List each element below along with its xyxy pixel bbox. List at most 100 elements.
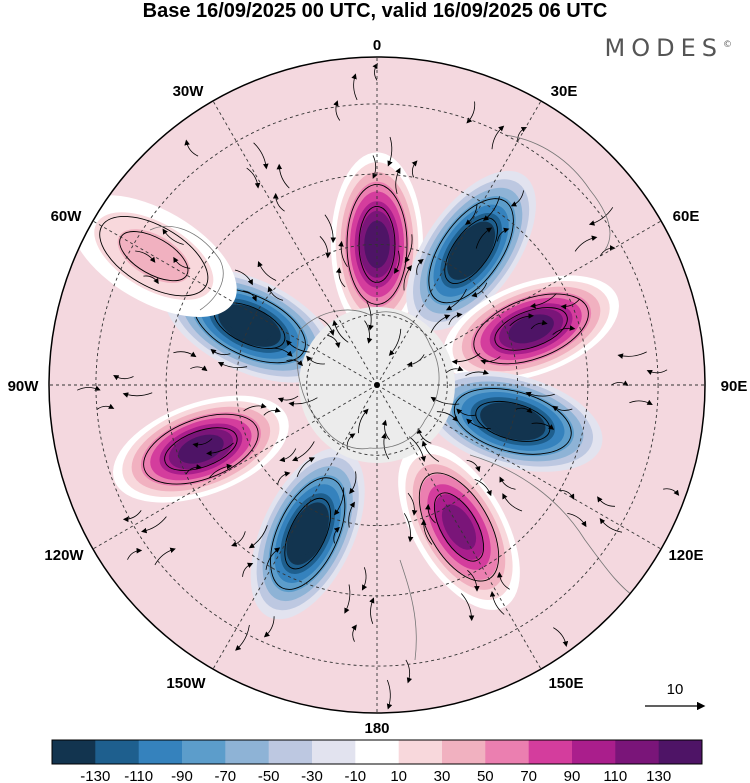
colorbar-swatch: [52, 740, 96, 764]
streamline-arrow: [348, 501, 355, 528]
streamline-arrow: [386, 679, 393, 710]
streamline-arrow: [344, 584, 351, 614]
streamline-arrow: [141, 516, 167, 534]
anomaly-center: [250, 447, 365, 620]
anomaly-contour-line: [475, 400, 551, 442]
colorbar-frame: [51, 739, 703, 765]
streamline-arrow: [248, 525, 268, 549]
streamline-arrow: [445, 288, 467, 311]
streamline-arrow: [113, 374, 134, 381]
meridian-line: [92, 220, 378, 386]
streamline-arrow: [525, 391, 555, 398]
streamline-arrow: [361, 567, 368, 591]
map-title: Base 16/09/2025 00 UTC, valid 16/09/2025…: [142, 0, 608, 22]
streamline-arrow: [552, 325, 576, 335]
streamline-arrow: [552, 405, 573, 412]
streamline-arrow: [574, 235, 598, 252]
streamline-arrow: [629, 399, 653, 405]
streamline-arrow: [327, 334, 341, 349]
streamline-arrow: [333, 526, 340, 544]
streamline-arrow: [451, 353, 481, 365]
streamline-arrow: [333, 100, 341, 121]
streamline-arrow: [270, 347, 293, 357]
streamline-arrow: [208, 463, 233, 479]
streamline-arrow: [372, 155, 378, 179]
streamline-arrow: [466, 459, 481, 473]
anomaly-contour-line: [433, 492, 485, 562]
streamlines: [77, 63, 680, 710]
streamline-arrow: [617, 351, 647, 359]
streamline-arrow: [381, 419, 390, 441]
map-disc: [49, 57, 705, 713]
streamline-arrow: [306, 355, 325, 365]
meridian-line: [212, 100, 378, 386]
brand-name: MODES: [604, 34, 723, 62]
anomaly-contour-line: [270, 477, 346, 590]
streamline-arrow: [411, 160, 418, 178]
streamline-arrow: [416, 258, 424, 275]
anomaly-contour-line: [164, 427, 238, 471]
colorbar-swatch: [95, 740, 140, 764]
colorbar-swatch: [225, 740, 270, 764]
anomaly-center: [113, 395, 289, 503]
label-90e: 90E: [721, 378, 748, 395]
streamline-arrow: [445, 365, 464, 374]
anomaly-contour: [117, 229, 190, 283]
colorbar-tick-label: 30: [434, 768, 451, 783]
streamline-arrow: [272, 192, 285, 212]
streamline-arrow: [509, 313, 535, 327]
colorbar-tick-label: 50: [477, 768, 494, 783]
streamline-arrow: [567, 513, 587, 528]
streamline-arrow: [420, 519, 433, 545]
streamline-arrow: [663, 488, 680, 496]
streamline-arrow: [277, 395, 299, 403]
streamline-arrow: [173, 256, 191, 269]
streamline-arrow: [403, 265, 412, 291]
meridian-line: [376, 100, 542, 386]
anomaly-contour-line: [284, 497, 332, 570]
colorbar: -130 -110 -90 -70 -50 -30 -10 10 30 50 70 90 110 130: [51, 739, 703, 783]
streamline-arrow: [162, 228, 184, 245]
streamline-arrow: [338, 240, 348, 268]
colorbar-tick-label: 130: [646, 768, 671, 783]
streamline-arrow: [364, 320, 373, 344]
label-120e: 120E: [668, 547, 703, 564]
streamline-arrow: [369, 597, 375, 625]
streamline-arrow: [531, 422, 555, 430]
streamline-arrow: [553, 627, 569, 647]
streamline-arrow: [425, 503, 436, 524]
map-border: [48, 56, 706, 714]
colorbar-swatch: [182, 740, 226, 764]
meridian-line: [212, 384, 378, 670]
streamline-arrow: [502, 493, 523, 512]
anomaly-contour: [292, 511, 324, 556]
streamline-arrow: [496, 571, 510, 590]
colorbar-swatch: [398, 740, 443, 764]
streamline-arrow: [466, 101, 476, 124]
vector-reference-value: 10: [667, 681, 684, 698]
label-60w: 60W: [51, 208, 83, 225]
anomaly-contour: [178, 434, 224, 464]
anomaly-contour-line: [494, 307, 568, 351]
colorbar-tick-label: 70: [520, 768, 537, 783]
streamline-arrow: [465, 204, 478, 225]
colorbar-swatch: [268, 740, 313, 764]
streamline-arrow: [349, 471, 357, 494]
anomaly-contour-line: [99, 215, 209, 297]
vector-reference: 10: [645, 681, 706, 711]
streamline-arrow: [77, 385, 101, 391]
streamline-arrow: [263, 407, 281, 416]
streamline-arrow: [448, 312, 463, 325]
streamline-arrow: [510, 190, 524, 207]
streamline-arrow: [288, 397, 318, 407]
brand-mark: ©: [723, 40, 732, 50]
streamline-arrow: [276, 163, 290, 189]
streamline-arrow: [406, 354, 425, 368]
south-pole-marker: [374, 382, 380, 388]
colorbar-swatch: [485, 740, 530, 764]
colorbar-tick-label: 90: [564, 768, 581, 783]
anomaly-contour-line: [143, 413, 259, 485]
colorbar-swatch: [528, 740, 573, 764]
streamline-arrow: [206, 442, 234, 457]
